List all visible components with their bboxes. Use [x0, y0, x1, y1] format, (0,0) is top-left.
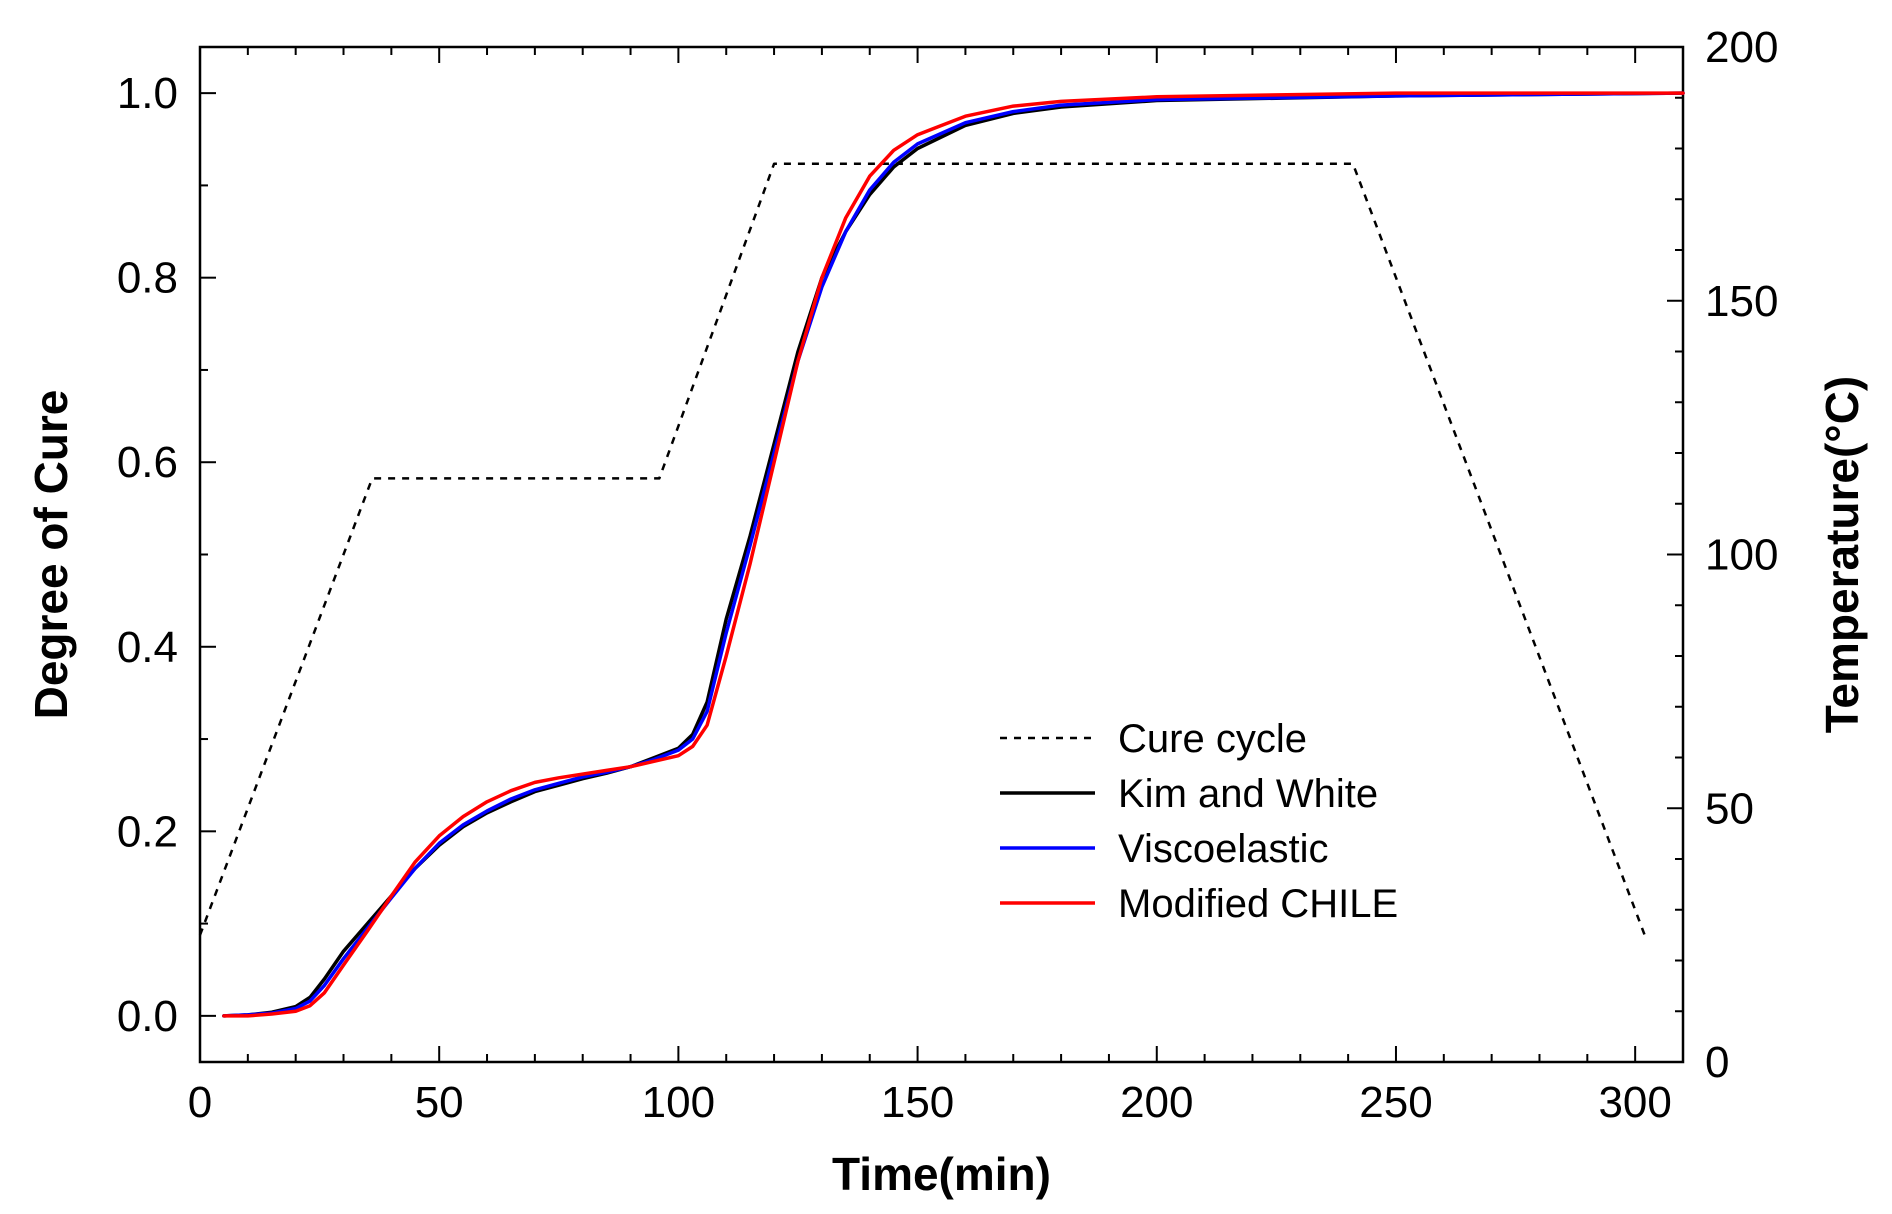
x-tick-label: 50 [415, 1078, 464, 1127]
x-tick-label: 0 [188, 1078, 212, 1127]
y-axis-title: Degree of Cure [25, 390, 77, 720]
y-tick-label: 1.0 [117, 69, 178, 118]
y2-tick-label: 200 [1705, 23, 1778, 72]
legend: Cure cycle Kim and White Viscoelastic Modif… [1000, 717, 1398, 926]
legend-label: Kim and White [1118, 772, 1378, 816]
series-line-viscoelastic [222, 91, 1685, 1018]
legend-label: Viscoelastic [1118, 827, 1328, 871]
series-layer [198, 91, 1685, 1018]
x-tick-label: 250 [1359, 1078, 1432, 1127]
y2-tick-label: 50 [1705, 784, 1754, 833]
x-tick-label: 100 [642, 1078, 715, 1127]
x-axis-title: Time(min) [832, 1148, 1051, 1200]
x-tick-label: 150 [881, 1078, 954, 1127]
legend-label: Modified CHILE [1118, 882, 1398, 926]
y2-axis-ticks: 0 50 100 150 200 [1667, 23, 1778, 1087]
y-tick-label: 0.2 [117, 807, 178, 856]
y-tick-label: 0.4 [117, 623, 178, 672]
y-axis-ticks: 0.0 0.2 0.4 0.6 0.8 1.0 [117, 69, 216, 1041]
series-line-kim-and-white [222, 91, 1685, 1018]
x-tick-label: 300 [1598, 1078, 1671, 1127]
plot-frame [198, 45, 1685, 1064]
y-tick-label: 0.8 [117, 254, 178, 303]
x-axis-ticks: 0 50 100 150 200 250 300 [188, 47, 1672, 1127]
y-tick-label: 0.0 [117, 992, 178, 1041]
y2-tick-label: 150 [1705, 277, 1778, 326]
x-tick-label: 200 [1120, 1078, 1193, 1127]
series-line-modified-chile [222, 91, 1685, 1018]
y2-axis-title: Temperature(°C) [1816, 376, 1868, 734]
series-line-cure-cycle [198, 162, 1646, 936]
y2-tick-label: 100 [1705, 531, 1778, 580]
y2-tick-label: 0 [1705, 1038, 1729, 1087]
y-tick-label: 0.6 [117, 438, 178, 487]
legend-label: Cure cycle [1118, 717, 1307, 761]
